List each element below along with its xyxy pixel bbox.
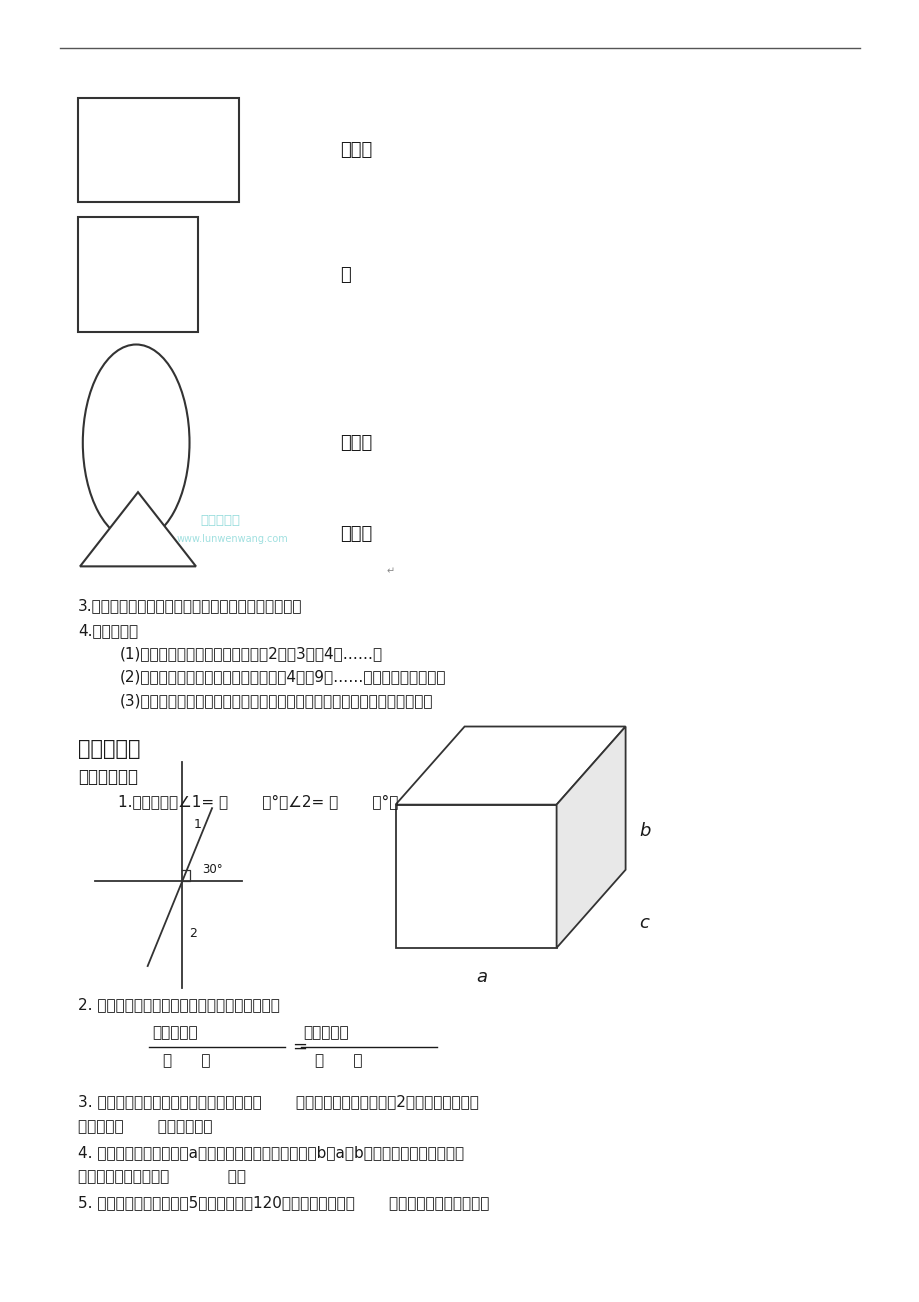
Text: （      ）: （ ） [163, 1053, 210, 1069]
Text: (1)用小正方形拼成一个长方形。（2个、3个、4个……）: (1)用小正方形拼成一个长方形。（2个、3个、4个……） [119, 646, 382, 661]
Text: 30°: 30° [202, 863, 222, 876]
Text: (3)用桌子上的图形摆出你最喜欢的图形。学生摆完后，到实物投影上展示。: (3)用桌子上的图形摆出你最喜欢的图形。学生摆完后，到实物投影上展示。 [119, 693, 433, 708]
Text: 圆: 圆 [340, 266, 351, 284]
Text: 上面的面积: 上面的面积 [152, 1025, 198, 1040]
Text: 1.下左图中，∠1= （       ）°，∠2= （       ）°。: 1.下左图中，∠1= （ ）°，∠2= （ ）°。 [118, 794, 398, 810]
Text: 三角形: 三角形 [340, 434, 372, 452]
Text: 示剩余部分的面积是（            ）。: 示剩余部分的面积是（ ）。 [78, 1169, 246, 1185]
Text: 2: 2 [189, 927, 198, 940]
Text: 3.给一个机器人，让学生数一数，各种图形共有几个？: 3.给一个机器人，让学生数一数，各种图形共有几个？ [78, 598, 302, 613]
Text: 1: 1 [193, 818, 201, 831]
Bar [78, 98, 239, 202]
Text: 5. 一个平行四边形的底是5分米，面积是120平方分米，高是（       ）分米，与它等底等高的: 5. 一个平行四边形的底是5分米，面积是120平方分米，高是（ ）分米，与它等底… [78, 1195, 489, 1211]
Text: ↵: ↵ [386, 566, 394, 577]
Text: b: b [639, 822, 650, 840]
Text: 前面的面积: 前面的面积 [303, 1025, 349, 1040]
Text: 课后习题：: 课后习题： [78, 738, 141, 759]
Bar [395, 805, 556, 948]
Text: 2. 观察上右图，在括号内填字母，使等式成立。: 2. 观察上右图，在括号内填字母，使等式成立。 [78, 997, 279, 1013]
Text: 3. 用圆规画图，当圆规两脚之间的距离为（       ）厘米时可以画出直径为2厘米的圆，这个圆: 3. 用圆规画图，当圆规两脚之间的距离为（ ）厘米时可以画出直径为2厘米的圆，这… [78, 1094, 479, 1109]
Text: =: = [292, 1038, 307, 1056]
Text: 的面积是（       ）平方厘米。: 的面积是（ ）平方厘米。 [78, 1118, 212, 1134]
Text: 一、填空题。: 一、填空题。 [78, 768, 138, 786]
Polygon shape [395, 727, 625, 805]
Polygon shape [556, 727, 625, 948]
Ellipse shape [83, 345, 189, 540]
Text: （      ）: （ ） [314, 1053, 362, 1069]
Text: c: c [639, 914, 649, 932]
Bar [78, 217, 198, 332]
Text: (2)用小正方形拼成一个大的正方形。（4个、9个……）一小组合作完成。: (2)用小正方形拼成一个大的正方形。（4个、9个……）一小组合作完成。 [119, 669, 446, 685]
Text: 长方形: 长方形 [340, 525, 372, 543]
Text: 正方形: 正方形 [340, 141, 372, 159]
Text: www.lunwenwang.com: www.lunwenwang.com [176, 534, 288, 544]
Text: 论文网在线: 论文网在线 [200, 514, 240, 527]
Text: 4. 一张正方形纸的边长为a，从这张纸上剪下一个边长为b（a＞b）的小正方形，用字母表: 4. 一张正方形纸的边长为a，从这张纸上剪下一个边长为b（a＞b）的小正方形，用… [78, 1144, 464, 1160]
Text: 4.拼摆图形。: 4.拼摆图形。 [78, 622, 138, 638]
Text: a: a [476, 967, 486, 986]
Polygon shape [80, 492, 196, 566]
